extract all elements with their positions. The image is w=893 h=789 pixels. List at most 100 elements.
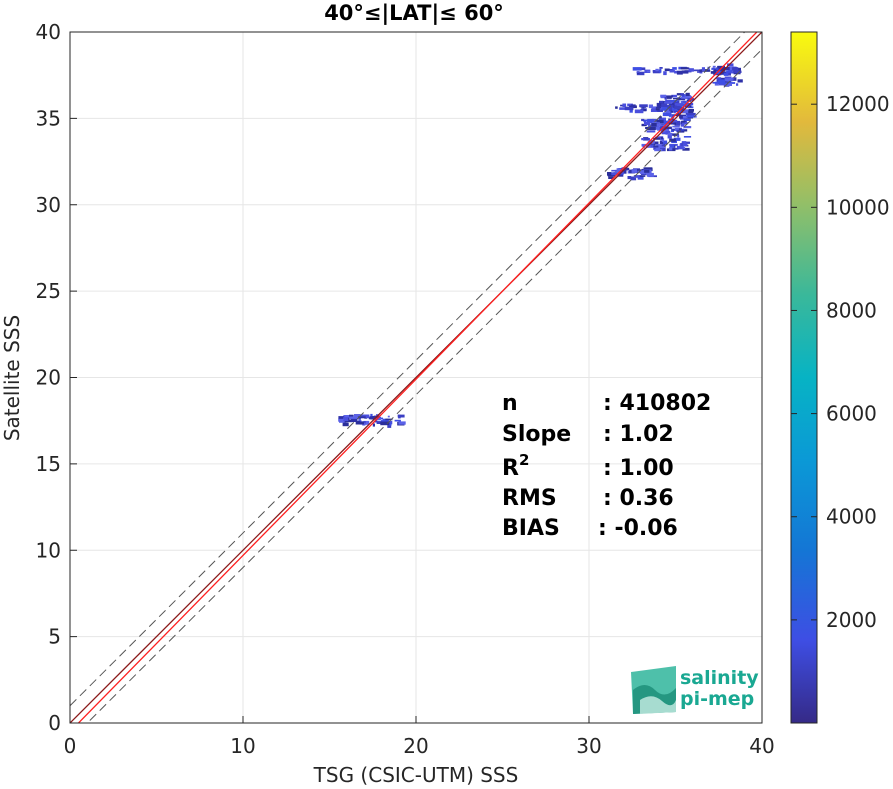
stat-superscript: 2 [519,451,529,469]
density-cell [385,418,393,421]
density-cell [723,67,730,71]
density-cell [688,68,694,72]
y-tick-label: 20 [36,366,61,390]
density-cell [629,109,633,113]
ref-line-dashed [86,48,762,723]
density-cell [667,135,672,139]
ref-line-solid [70,32,762,723]
colorbar-tick-label: 6000 [826,402,877,426]
density-cell [673,122,676,125]
density-cell [631,169,637,173]
density-cell [680,124,685,127]
density-cell [610,172,619,176]
density-cell [716,77,722,80]
stat-value: : 1.02 [603,422,674,447]
density-cell [681,122,688,124]
stat-value: : -0.06 [598,516,678,541]
density-cell [358,416,361,420]
density-cell [652,118,657,121]
density-cell [659,140,664,145]
density-cell [608,176,614,179]
x-tick-label: 20 [403,734,428,758]
density-cell [682,129,688,132]
density-cell [714,81,719,86]
density-cell [388,422,392,426]
stat-label: Slope [502,422,571,447]
density-cell [640,170,646,175]
density-cell [661,144,665,147]
y-axis-ticks: 0 5 10 15 20 25 30 35 40 [36,20,77,735]
density-cell [646,144,655,147]
colorbar-tick-label: 2000 [826,608,877,632]
density-cell [353,414,361,418]
density-cell [672,67,677,70]
colorbar [790,31,818,724]
density-cell [728,82,736,84]
density-cell [684,95,692,99]
density-cell [659,124,669,127]
reference-lines [70,32,762,723]
density-cell [607,172,612,176]
chart-title: 40°≤|LAT|≤ 60° [324,1,504,26]
density-cell [632,67,642,71]
density-cell [661,103,667,107]
density-cell [646,119,655,124]
density-cell [729,71,737,74]
density-cell [679,116,688,119]
stat-label: n [502,391,518,416]
density-cell [376,421,382,424]
density-cell [683,141,690,144]
salinity-pi-mep-logo: salinity pi-mep [631,666,759,714]
stat-label: RMS [502,486,557,511]
y-tick-label: 10 [36,538,61,562]
density-cell [663,71,667,76]
density-cell [653,137,662,140]
density-cell [737,79,743,83]
density-cell [681,141,687,145]
density-cell [658,136,664,139]
density-cell [656,144,665,149]
density-cell [725,83,732,86]
density-cell [641,118,645,122]
density-cell [660,120,668,124]
density-cell [724,76,732,80]
density-cell [711,68,719,70]
density-cell [350,418,358,422]
density-cell [683,136,692,138]
density-cell [627,176,632,180]
density-cell [655,109,663,112]
density-cell [397,414,405,418]
density-cell [646,130,655,133]
density-cell [343,415,352,418]
density-cell [639,175,646,177]
colorbar-ticks: 2000 4000 6000 8000 10000 12000 [791,92,890,632]
density-cell [349,414,354,419]
density-cell [394,419,401,422]
ref-line-dashed [70,32,746,707]
density-cell [664,68,670,72]
density-cell [672,129,675,131]
density-cell [682,109,689,112]
density-cell [677,98,686,101]
density-cell [652,126,660,130]
density-cell [669,120,678,125]
x-axis-ticks: 0 10 20 30 40 [64,716,775,758]
density-cell [343,417,349,421]
density-cell [363,420,370,424]
density-cell [737,67,741,71]
density-cell [665,131,670,135]
density-cell [673,111,676,114]
colorbar-tick-label: 10000 [826,195,890,219]
density-cell [653,145,659,148]
density-cell [636,71,640,73]
density-cell [387,424,392,428]
y-tick-label: 30 [36,193,61,217]
x-axis-label: TSG (CSIC-UTM) SSS [313,763,519,787]
density-cell [647,126,656,131]
density-cell [674,103,684,106]
density-cell [624,106,634,111]
density-cell [639,104,648,108]
density-cell [616,168,621,172]
density-cell [670,109,674,113]
density-cell [644,138,649,141]
